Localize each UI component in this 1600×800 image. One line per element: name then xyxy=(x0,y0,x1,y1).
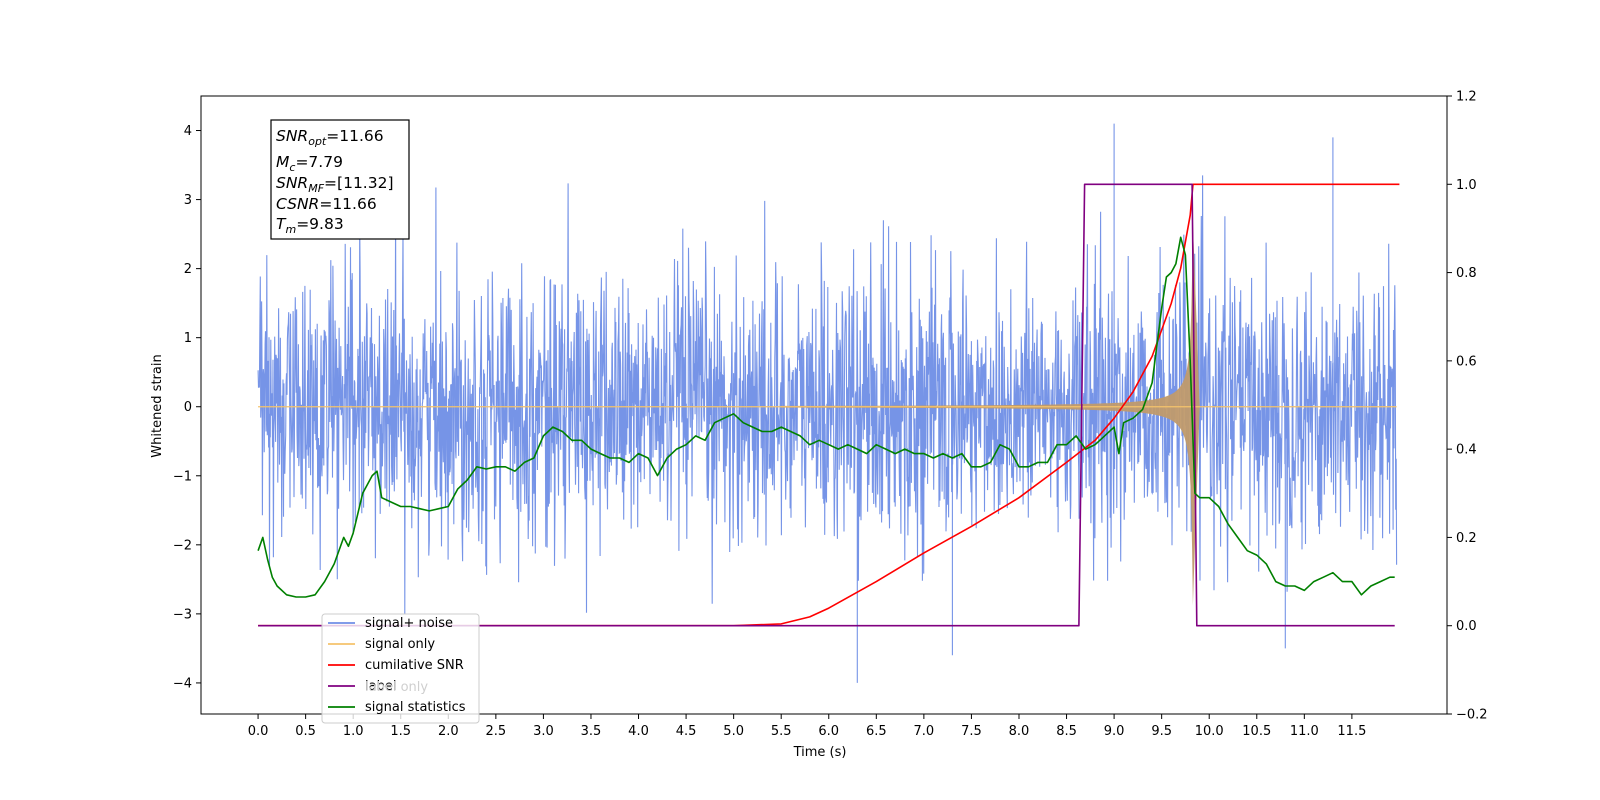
stats-series xyxy=(257,236,1395,598)
y2-tick-label: 1.0 xyxy=(1456,178,1477,193)
x-tick-label: 3.0 xyxy=(533,724,554,739)
y2-tick-label: 0.8 xyxy=(1456,266,1477,281)
x-tick-label: 10.0 xyxy=(1195,724,1224,739)
x-tick-label: 8.0 xyxy=(1009,724,1030,739)
y2-tick-label: 0.2 xyxy=(1456,531,1477,546)
y-tick-label: −2 xyxy=(173,538,192,553)
x-tick-label: 6.0 xyxy=(818,724,839,739)
x-tick-label: 3.5 xyxy=(581,724,602,739)
y-axis-right: 1.2 1.0 0.8 0.6 0.4 0.2 0.0 −0.2 xyxy=(1447,90,1488,723)
x-tick-label: 8.5 xyxy=(1056,724,1077,739)
y-tick-label: 2 xyxy=(184,262,192,277)
annotation-box: SNRopt=11.66 Mc=7.79 SNRMF=[11.32] CSNR=… xyxy=(270,119,410,240)
y-tick-label: −1 xyxy=(173,469,192,484)
signal-series xyxy=(258,221,1397,606)
x-tick-label: 7.5 xyxy=(961,724,982,739)
svg-text:CSNR=11.66: CSNR=11.66 xyxy=(276,195,377,213)
y-tick-label: −4 xyxy=(173,676,192,691)
legend: signal+ noise signal only cumilative SNR la… xyxy=(321,613,480,724)
x-tick-label: 0.0 xyxy=(248,724,269,739)
x-tick-label: 4.5 xyxy=(676,724,697,739)
legend-label: label xyxy=(365,679,396,694)
svg-text:SNRMF=[11.32]: SNRMF=[11.32] xyxy=(276,174,394,195)
x-axis: 0.0 0.5 1.0 1.5 2.0 2.5 3.0 3.5 4.0 4.5 5.0 5.5 6.0 6… xyxy=(248,714,1366,739)
y2-tick-label: −0.2 xyxy=(1456,708,1488,723)
svg-text:Tm=9.83: Tm=9.83 xyxy=(276,215,344,236)
x-tick-label: 5.5 xyxy=(771,724,792,739)
stats-line xyxy=(257,236,1395,598)
svg-text:Mc=7.79: Mc=7.79 xyxy=(276,153,343,174)
x-tick-label: 1.0 xyxy=(343,724,364,739)
x-tick-label: 4.0 xyxy=(628,724,649,739)
y2-tick-label: 0.0 xyxy=(1456,619,1477,634)
x-tick-label: 9.5 xyxy=(1151,724,1172,739)
x-tick-label: 11.0 xyxy=(1290,724,1319,739)
y-axis-left: 4 3 2 1 0 −1 −2 −3 −4 xyxy=(173,124,201,691)
plot-frame xyxy=(200,95,1448,715)
y2-tick-label: 1.2 xyxy=(1456,90,1477,105)
y-axis-title: Whitened strain xyxy=(150,354,165,457)
snr-series xyxy=(258,183,1400,627)
y-tick-label: 1 xyxy=(184,331,192,346)
x-tick-label: 2.0 xyxy=(438,724,459,739)
x-axis-title: Time (s) xyxy=(793,745,847,760)
x-tick-label: 2.5 xyxy=(486,724,507,739)
snr-line xyxy=(258,183,1400,627)
label-line xyxy=(258,183,1395,627)
y-tick-label: 0 xyxy=(184,400,192,415)
x-tick-label: 10.5 xyxy=(1242,724,1271,739)
legend-label: cumilative SNR xyxy=(365,658,464,673)
y-tick-label: 4 xyxy=(184,124,192,139)
label-series xyxy=(258,183,1395,627)
noise-series xyxy=(257,123,1398,683)
svg-text:SNRopt=11.66: SNRopt=11.66 xyxy=(276,127,384,148)
legend-label: signal only xyxy=(365,637,435,652)
x-tick-label: 9.0 xyxy=(1104,724,1125,739)
noise-line xyxy=(257,123,1398,683)
y-tick-label: −3 xyxy=(173,607,192,622)
x-tick-label: 7.0 xyxy=(914,724,935,739)
x-tick-label: 0.5 xyxy=(295,724,316,739)
x-tick-label: 1.5 xyxy=(390,724,411,739)
y-tick-label: 3 xyxy=(184,193,192,208)
legend-label: signal statistics xyxy=(365,700,466,715)
x-tick-label: 6.5 xyxy=(866,724,887,739)
y2-tick-label: 0.4 xyxy=(1456,443,1477,458)
x-tick-label: 5.0 xyxy=(723,724,744,739)
x-tick-label: 11.5 xyxy=(1337,724,1366,739)
legend-label: signal+ noise xyxy=(365,616,453,631)
y2-tick-label: 0.6 xyxy=(1456,354,1477,369)
legend-label: label only xyxy=(365,680,428,695)
